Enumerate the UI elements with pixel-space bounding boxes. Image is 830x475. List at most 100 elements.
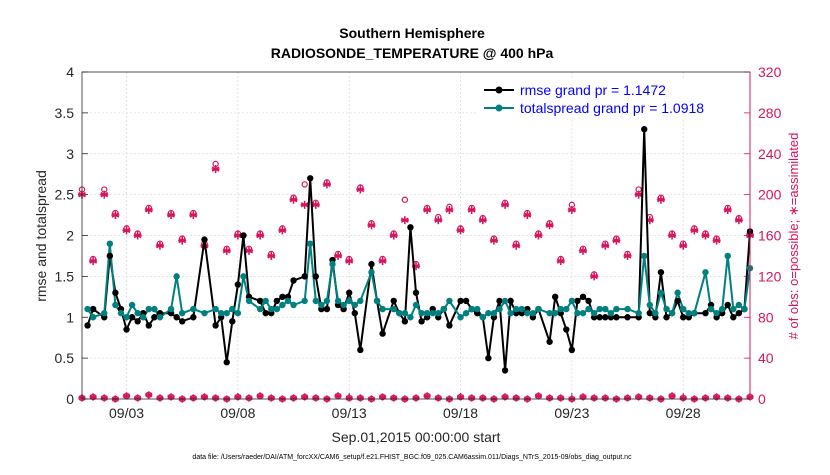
obs-assimilated-marker <box>690 226 699 235</box>
rmse-point <box>212 322 219 329</box>
rmse-point <box>674 297 681 305</box>
obs-assimilated-marker <box>623 251 632 260</box>
rmse-point <box>485 354 492 362</box>
obs-assimilated-marker <box>144 205 153 214</box>
totalspread-point <box>490 309 498 317</box>
totalspread-point <box>652 309 659 317</box>
y-tick-label-right: 200 <box>758 187 782 203</box>
totalspread-point <box>462 309 470 317</box>
obs-assimilated-marker <box>211 165 220 174</box>
obs-assimilated-marker <box>145 391 153 399</box>
obs-assimilated-marker <box>523 211 532 220</box>
obs-assimilated-marker <box>501 393 509 401</box>
totalspread-point <box>435 309 442 317</box>
obs-assimilated-marker <box>133 231 142 240</box>
totalspread-point <box>624 305 631 313</box>
totalspread-point <box>496 305 503 313</box>
totalspread-point <box>663 305 670 313</box>
totalspread-point <box>590 309 598 317</box>
totalspread-point <box>557 305 564 313</box>
obs-assimilated-marker <box>679 241 688 250</box>
totalspread-point <box>84 305 91 313</box>
y-tick-label-left: 3.5 <box>55 105 75 121</box>
obs-assimilated-marker <box>155 241 164 250</box>
rmse-point <box>145 322 152 329</box>
totalspread-point <box>240 273 247 280</box>
totalspread-point <box>646 301 653 309</box>
obs-assimilated-marker <box>345 257 354 266</box>
obs-assimilated-marker <box>311 200 320 209</box>
obs-assimilated-marker <box>489 236 498 245</box>
rmse-point <box>702 309 709 317</box>
legend-rmse-marker <box>495 86 503 94</box>
totalspread-point <box>535 305 542 313</box>
totalspread-point <box>379 305 386 313</box>
totalspread-point <box>446 297 453 305</box>
y-tick-label-right: 160 <box>758 228 782 244</box>
obs-assimilated-marker <box>434 216 443 225</box>
y-tick-label-right: 40 <box>758 350 774 366</box>
obs-assimilated-marker <box>612 236 621 245</box>
rmse-point <box>346 289 353 296</box>
totalspread-point <box>167 305 175 313</box>
rmse-point <box>307 175 314 182</box>
rmse-point <box>412 289 420 296</box>
totalspread-point <box>312 297 319 305</box>
obs-assimilated-marker <box>167 211 176 220</box>
rmse-point <box>173 314 180 321</box>
totalspread-point <box>318 301 325 309</box>
obs-assimilated-marker <box>334 251 343 260</box>
obs-assimilated-marker <box>378 257 387 266</box>
obs-assimilated-marker <box>423 205 432 214</box>
totalspread-point <box>401 309 409 317</box>
rmse-point <box>735 309 743 317</box>
rmse-point <box>574 297 581 305</box>
obs-assimilated-marker <box>601 241 610 250</box>
totalspread-point <box>674 289 681 296</box>
obs-assimilated-marker <box>445 205 454 214</box>
totalspread-point <box>89 314 97 321</box>
obs-assimilated-marker <box>723 205 732 214</box>
totalspread-point <box>346 297 353 305</box>
y-tick-label-left: 0.5 <box>55 350 75 366</box>
obs-assimilated-marker <box>634 190 643 199</box>
legend-box <box>477 78 744 119</box>
totalspread-point <box>229 305 236 313</box>
totalspread-point <box>201 309 208 317</box>
obs-assimilated-marker <box>334 392 342 400</box>
y-tick-label-left: 3 <box>66 146 74 162</box>
x-axis-label: Sep.01,2015 00:00:00 start <box>332 429 501 445</box>
rmse-point <box>407 224 414 231</box>
totalspread-point <box>524 309 531 317</box>
obs-assimilated-marker <box>367 221 376 230</box>
y-tick-label-left: 2.5 <box>55 187 75 203</box>
rmse-point <box>223 359 230 366</box>
rmse-point <box>240 232 247 239</box>
obs-assimilated-marker <box>122 392 131 400</box>
series-markers <box>84 126 754 374</box>
rmse-point <box>357 346 364 354</box>
totalspread-point <box>529 309 537 317</box>
obs-assimilated-marker <box>256 392 264 400</box>
totalspread-point <box>713 309 720 317</box>
y-tick-label-right: 120 <box>758 268 782 284</box>
totalspread-point <box>602 305 609 313</box>
chart-title-line1: Southern Hemisphere <box>339 25 485 41</box>
obs-assimilated-marker <box>712 236 721 245</box>
rmse-point <box>568 346 576 354</box>
obs-possible-marker <box>301 181 308 188</box>
rmse-point <box>190 314 197 321</box>
y-tick-label-left: 4 <box>66 64 74 80</box>
obs-assimilated-marker <box>289 195 298 204</box>
rmse-point <box>585 297 592 305</box>
rmse-point <box>323 305 331 313</box>
rmse-point <box>234 281 242 288</box>
y-tick-label-right: 240 <box>758 146 782 162</box>
totalspread-point <box>635 309 642 317</box>
rmse-point <box>546 338 553 345</box>
obs-assimilated-marker <box>234 393 242 401</box>
totalspread-point <box>568 297 576 305</box>
totalspread-point <box>217 309 225 317</box>
